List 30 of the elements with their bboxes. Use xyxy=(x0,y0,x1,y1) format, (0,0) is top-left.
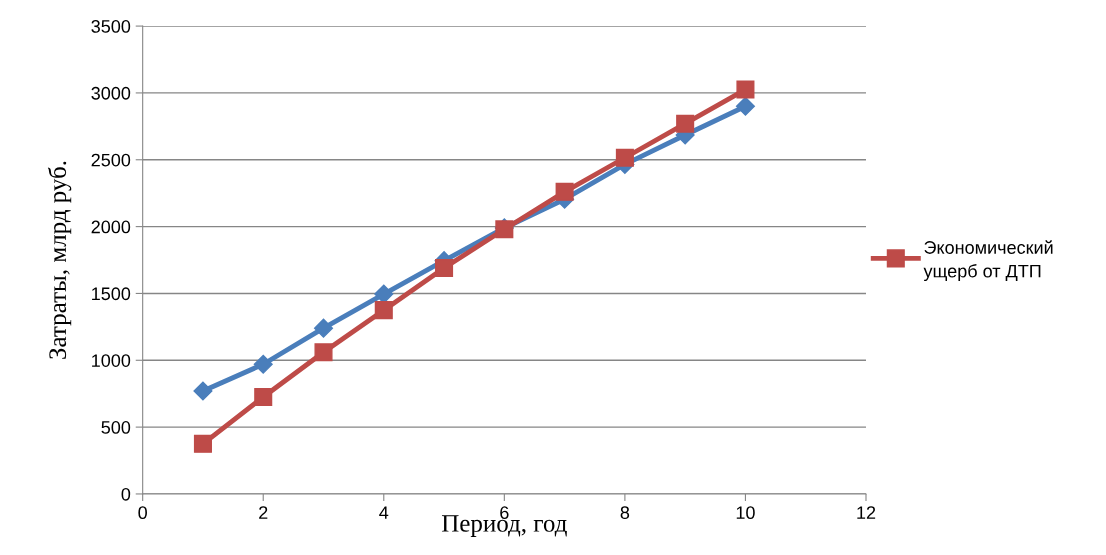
y-tick-label: 0 xyxy=(121,487,131,501)
point xyxy=(193,434,212,453)
point xyxy=(735,96,755,116)
y-tick-label: 3000 xyxy=(91,86,131,100)
x-tick-label: 10 xyxy=(736,506,755,520)
y-tick-label: 3500 xyxy=(91,20,131,33)
point xyxy=(254,388,273,407)
legend-label: Экономический ущерб от ДТП xyxy=(923,240,1053,282)
point xyxy=(253,354,273,374)
point xyxy=(676,114,695,133)
x-tick-label: 2 xyxy=(259,506,268,519)
point xyxy=(313,318,334,338)
y-axis-title: Затраты, млрд руб. xyxy=(47,161,72,359)
point xyxy=(374,301,393,320)
y-tick-label: 1000 xyxy=(92,354,131,367)
x-tick-label: 12 xyxy=(857,506,876,519)
y-tick-label: 500 xyxy=(101,421,131,434)
y-tick-label: 1500 xyxy=(92,287,131,301)
point xyxy=(555,182,574,201)
y-tick-label: 2500 xyxy=(91,153,131,167)
y-tick-label: 2000 xyxy=(91,220,131,234)
point xyxy=(736,80,755,99)
x-tick-label: 0 xyxy=(138,506,147,520)
x-tick-label: 4 xyxy=(379,506,389,519)
point xyxy=(615,148,634,167)
point xyxy=(314,343,333,362)
point xyxy=(193,381,213,401)
point xyxy=(374,284,394,304)
x-tick-label: 8 xyxy=(620,506,630,520)
point xyxy=(435,259,454,278)
